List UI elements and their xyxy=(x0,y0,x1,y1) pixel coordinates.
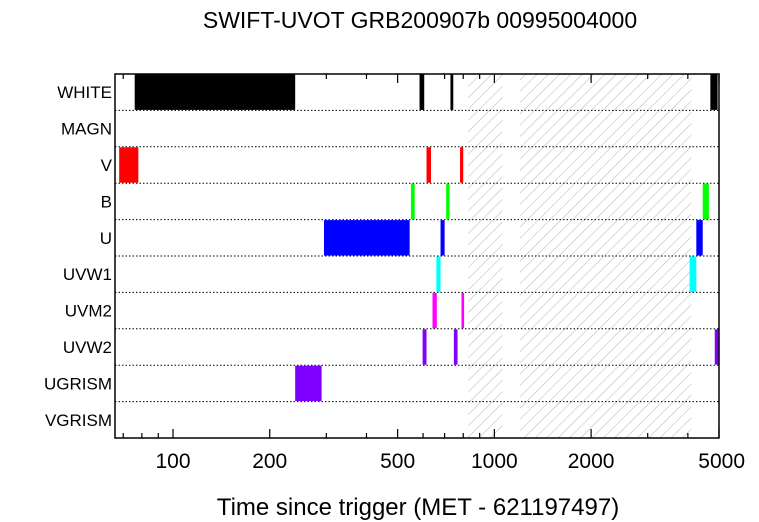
y-label-magn: MAGN xyxy=(61,120,112,139)
exposure-bar-white xyxy=(419,74,425,110)
y-label-vgrism: VGRISM xyxy=(45,411,112,430)
chart-title: SWIFT-UVOT GRB200907b 00995004000 xyxy=(203,7,637,33)
exposure-bar-uvw1 xyxy=(689,256,697,292)
x-tick-label: 2000 xyxy=(568,450,615,473)
plot-frame xyxy=(114,73,720,439)
exposure-bar-uvm2 xyxy=(432,292,437,329)
x-tick-label: 100 xyxy=(155,450,190,473)
exposure-bar-uvw2 xyxy=(453,329,458,365)
exposure-bar-b xyxy=(702,183,709,220)
y-label-v: V xyxy=(101,156,113,175)
exposure-bar-uvw2 xyxy=(422,329,427,365)
exposure-bar-white xyxy=(710,74,718,110)
exposure-bar-v xyxy=(460,147,464,183)
row-separator-layer xyxy=(115,109,719,403)
y-label-u: U xyxy=(100,229,112,248)
exposure-bar-v xyxy=(119,147,139,183)
x-tick-marks xyxy=(122,74,720,438)
y-label-uvm2: UVM2 xyxy=(65,302,112,321)
x-axis-tick-labels: 100 200 500 1000 2000 5000 xyxy=(155,450,745,473)
exposure-bar-b xyxy=(446,183,450,220)
y-label-b: B xyxy=(101,192,112,211)
exposure-bar-b xyxy=(410,183,415,220)
exposure-bar-u xyxy=(323,220,410,256)
y-label-uvw1: UVW1 xyxy=(63,265,112,284)
y-label-uvw2: UVW2 xyxy=(63,338,112,357)
exposure-bar-u xyxy=(696,220,703,256)
x-tick-label: 500 xyxy=(380,450,415,473)
exposure-bars-layer xyxy=(119,74,719,402)
exposure-bar-ugrism xyxy=(295,365,322,402)
exposure-bar-uvw1 xyxy=(436,256,441,292)
exposure-bar-uvm2 xyxy=(461,292,465,329)
x-tick-label: 5000 xyxy=(698,450,745,473)
exposure-bar-v xyxy=(426,147,431,183)
exposure-bar-white xyxy=(450,74,454,110)
y-axis-filter-labels: WHITE MAGN VBU UVW1 UVM2 UVW2 UGRISM VGRISM xyxy=(44,83,113,430)
exposure-bar-u xyxy=(440,220,445,256)
x-tick-label: 1000 xyxy=(471,450,518,473)
y-label-white: WHITE xyxy=(57,83,112,102)
x-axis-title: Time since trigger (MET - 621197497) xyxy=(217,494,619,521)
exposure-bar-white xyxy=(134,74,296,110)
x-tick-label: 200 xyxy=(252,450,287,473)
y-label-ugrism: UGRISM xyxy=(44,374,112,393)
exposure-bar-uvw2 xyxy=(714,329,719,365)
